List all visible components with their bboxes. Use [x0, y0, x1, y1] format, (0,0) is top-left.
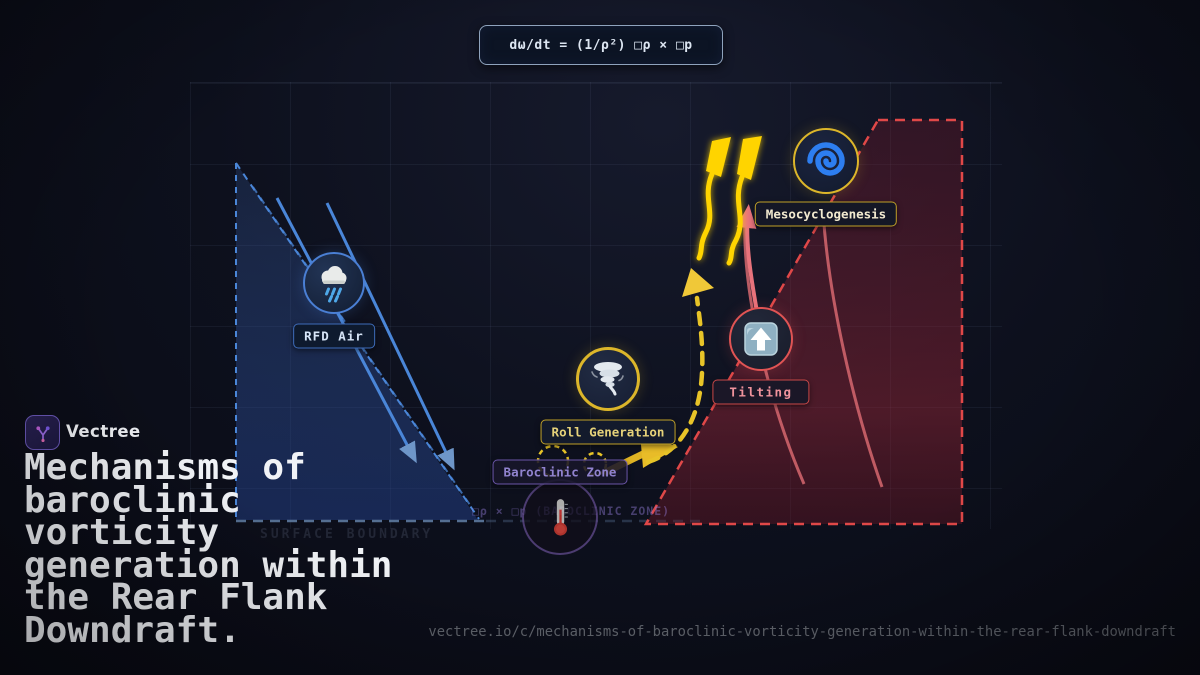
- node-roll-generation[interactable]: [576, 347, 640, 411]
- title-line: Downdraft.: [24, 609, 241, 651]
- page-title: Mechanisms of baroclinic vorticity gener…: [24, 447, 393, 651]
- updraft-streamline-2: [821, 209, 884, 488]
- title-line: the Rear Flank: [24, 577, 328, 618]
- vectree-logo: [25, 415, 60, 450]
- node-rfd-air[interactable]: [303, 252, 365, 314]
- label-rfd-air[interactable]: RFD Air: [293, 323, 375, 349]
- label-mesocyclogenesis[interactable]: Mesocyclogenesis: [754, 201, 898, 227]
- title-line: generation within: [24, 544, 393, 586]
- vorticity-equation-text: dω/dt = (1/ρ²) □ρ × □p: [509, 37, 693, 53]
- title-line: vorticity: [24, 512, 220, 553]
- label-baroclinic-zone[interactable]: Baroclinic Zone: [492, 459, 628, 485]
- up-arrow-icon: [744, 322, 778, 356]
- label-tilting[interactable]: Tilting: [712, 379, 810, 405]
- node-tilting[interactable]: [729, 307, 793, 371]
- brand-name: Vectree: [66, 422, 141, 441]
- tilting-updraft-arrow: [736, 204, 759, 313]
- rain-cloud-icon: [321, 266, 347, 303]
- title-line: Mechanisms of: [24, 447, 306, 488]
- vectree-branch-icon: [35, 425, 50, 442]
- thermometer-icon: [554, 499, 568, 536]
- updraft-streaks-icon: [696, 136, 762, 266]
- title-line: baroclinic: [24, 479, 241, 521]
- node-mesocyclogenesis[interactable]: [793, 128, 859, 194]
- label-roll-generation[interactable]: Roll Generation: [540, 419, 676, 445]
- tilting-path-dashed-arrow: [645, 295, 705, 465]
- node-baroclinic-zone[interactable]: [522, 479, 598, 555]
- tilting-path-arrow-head: [682, 268, 714, 297]
- tornado-icon: [591, 362, 624, 396]
- downdraft-flow-arrow-2: [325, 202, 455, 471]
- surface-boundary-watermark: SURFACE BOUNDARY: [260, 527, 434, 542]
- vorticity-equation-box: dω/dt = (1/ρ²) □ρ × □p: [479, 25, 723, 65]
- page-url: vectree.io/c/mechanisms-of-baroclinic-vo…: [428, 624, 1176, 640]
- cyclone-icon: [807, 142, 845, 176]
